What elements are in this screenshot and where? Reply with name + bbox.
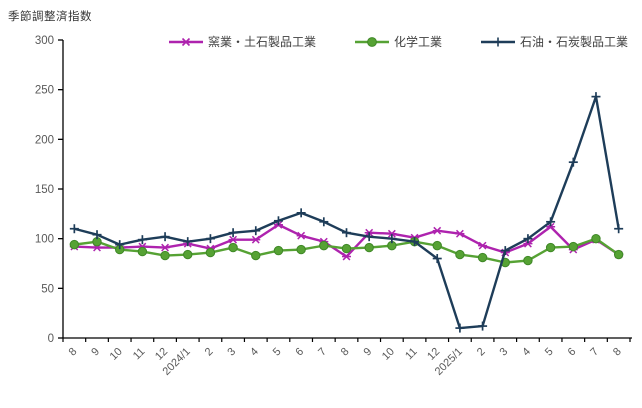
svg-text:4: 4 [248,346,261,359]
svg-text:2: 2 [475,346,488,359]
chart-legend: 窯業・土石製品工業 化学工業 石油・石炭製品工業 [168,33,628,50]
svg-text:100: 100 [35,234,54,246]
svg-text:5: 5 [543,346,556,359]
svg-text:12: 12 [425,346,442,363]
svg-text:3: 3 [225,346,238,359]
svg-text:8: 8 [611,346,624,359]
svg-text:50: 50 [41,283,54,295]
svg-text:7: 7 [588,346,601,359]
svg-text:6: 6 [566,346,579,359]
svg-text:5: 5 [271,346,284,359]
svg-text:250: 250 [35,85,54,97]
svg-text:11: 11 [403,346,420,363]
svg-text:150: 150 [35,184,54,196]
legend-item-ceramics: 窯業・土石製品工業 [168,33,316,50]
circle-marker-icon [355,36,390,47]
svg-text:10: 10 [108,346,125,363]
svg-text:7: 7 [316,346,329,359]
svg-text:8: 8 [339,346,352,359]
asterisk-marker-icon [169,37,203,46]
legend-label-petroleum: 石油・石炭製品工業 [520,35,629,49]
svg-text:3: 3 [498,346,511,359]
svg-text:9: 9 [361,346,374,359]
svg-text:9: 9 [89,346,102,359]
svg-text:8: 8 [67,346,80,359]
svg-text:0: 0 [48,333,54,345]
plus-marker-icon [481,37,516,46]
svg-text:6: 6 [293,346,306,359]
svg-text:12: 12 [153,346,170,363]
legend-item-chemical: 化学工業 [354,33,442,50]
y-axis-title: 季節調整済指数 [8,11,92,23]
legend-item-petroleum: 石油・石炭製品工業 [480,33,628,50]
svg-text:300: 300 [35,35,54,47]
svg-text:4: 4 [520,346,533,359]
legend-label-chemical: 化学工業 [394,35,443,49]
legend-label-ceramics: 窯業・土石製品工業 [208,35,317,49]
svg-text:11: 11 [131,346,148,363]
svg-text:200: 200 [35,134,54,146]
svg-text:10: 10 [380,346,397,363]
svg-text:2: 2 [203,346,216,359]
